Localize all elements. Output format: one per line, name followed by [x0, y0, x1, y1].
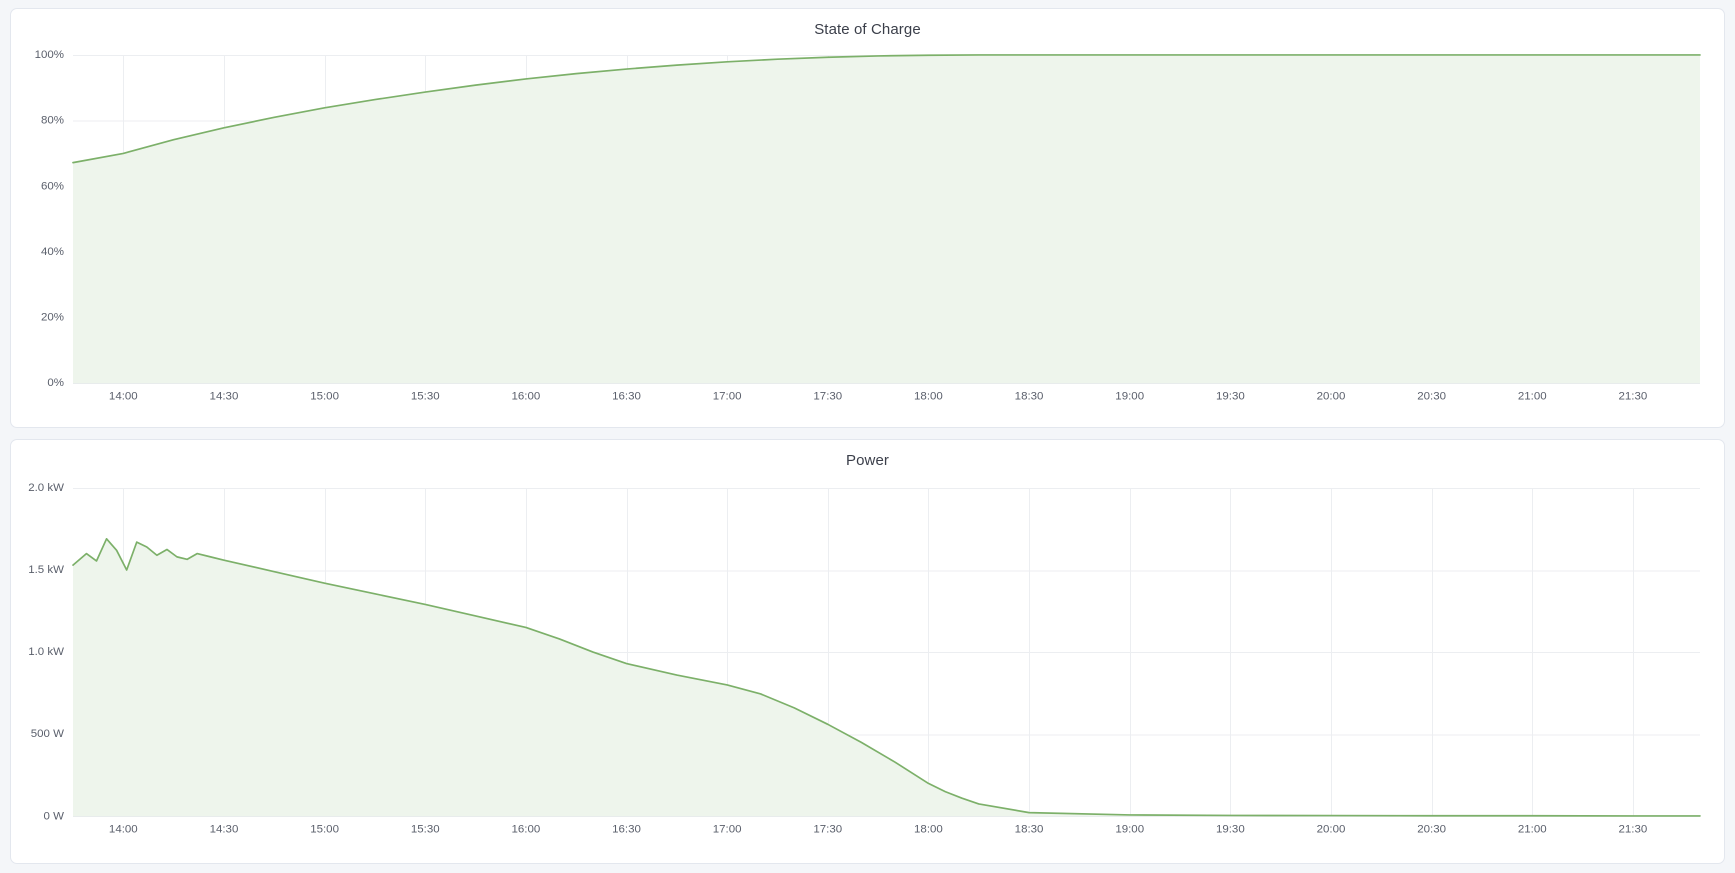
x-axis-tick-label: 15:30: [411, 823, 440, 835]
series-area-fill: [73, 538, 1700, 817]
y-axis-tick-label: 80%: [41, 115, 64, 127]
x-axis-tick-label: 16:00: [511, 390, 540, 402]
x-axis-tick-label: 21:00: [1518, 823, 1547, 835]
y-axis-tick-label: 2.0 kW: [28, 482, 64, 494]
x-axis-tick-label: 19:30: [1216, 823, 1245, 835]
y-axis-tick-label: 1.5 kW: [28, 564, 64, 576]
chart-state-of-charge[interactable]: 0% 20% 40% 60% 80% 100% 14:00 14:30 15:00 15:30 16…: [11, 43, 1724, 427]
x-axis-tick-label: 17:30: [813, 390, 842, 402]
x-axis-tick-label: 18:00: [914, 390, 943, 402]
x-axis-tick-label: 14:30: [210, 823, 239, 835]
y-axis-tick-label: 1.0 kW: [28, 646, 64, 658]
x-axis-tick-label: 21:30: [1619, 390, 1648, 402]
y-axis-tick-label: 0 W: [44, 810, 65, 822]
x-axis-tick-label: 15:30: [411, 390, 440, 402]
power-plot[interactable]: 0 W 500 W 1.0 kW 1.5 kW 2.0 kW 14:00 14:30 15:0…: [11, 474, 1724, 863]
x-axis-tick-label: 20:00: [1317, 390, 1346, 402]
x-axis-tick-label: 20:30: [1417, 823, 1446, 835]
x-axis-tick-label: 14:00: [109, 390, 138, 402]
x-axis-tick-label: 15:00: [310, 823, 339, 835]
panel-title-state-of-charge: State of Charge: [814, 21, 921, 38]
x-axis-tick-label: 14:00: [109, 823, 138, 835]
x-axis-tick-label: 15:00: [310, 390, 339, 402]
x-axis-tick-label: 16:00: [511, 823, 540, 835]
x-axis-tick-label: 16:30: [612, 390, 641, 402]
panel-state-of-charge: State of Charge 0% 20% 40% 60% 80% 100% 14:00 1…: [10, 8, 1725, 428]
panel-title-power: Power: [845, 452, 890, 469]
state-of-charge-plot[interactable]: 0% 20% 40% 60% 80% 100% 14:00 14:30 15:00 15:30 16…: [11, 43, 1724, 427]
x-axis-tick-label: 14:30: [210, 390, 239, 402]
series-area-fill: [73, 54, 1700, 384]
series-line: [72, 54, 1701, 164]
x-axis-tick-label: 19:00: [1115, 823, 1144, 835]
y-axis-tick-label: 20%: [41, 312, 64, 324]
y-axis-tick-label: 40%: [41, 246, 64, 258]
x-axis-tick-label: 20:30: [1417, 390, 1446, 402]
x-axis-tick-label: 18:30: [1015, 390, 1044, 402]
y-axis-tick-label: 500 W: [31, 728, 64, 740]
x-axis-tick-label: 17:30: [813, 823, 842, 835]
series-line: [72, 537, 1701, 817]
x-axis-tick-label: 16:30: [612, 823, 641, 835]
x-axis-tick-label: 21:30: [1619, 823, 1648, 835]
x-axis-tick-label: 18:30: [1015, 823, 1044, 835]
x-axis-tick-label: 19:00: [1115, 390, 1144, 402]
x-axis-tick-label: 17:00: [713, 823, 742, 835]
x-axis-tick-label: 21:00: [1518, 390, 1547, 402]
panel-power: Power 0 W 500 W 1.0 kW 1.5 kW 2.0 kW 14:00 14:…: [10, 439, 1725, 864]
x-axis-tick-label: 17:00: [713, 390, 742, 402]
y-axis-tick-label: 100%: [35, 49, 64, 61]
chart-power[interactable]: 0 W 500 W 1.0 kW 1.5 kW 2.0 kW 14:00 14:30 15:0…: [11, 474, 1724, 863]
x-axis-tick-label: 18:00: [914, 823, 943, 835]
y-axis-tick-label: 60%: [41, 180, 64, 192]
x-axis-tick-label: 20:00: [1317, 823, 1346, 835]
y-axis-tick-label: 0%: [47, 377, 64, 389]
x-axis-tick-label: 19:30: [1216, 390, 1245, 402]
